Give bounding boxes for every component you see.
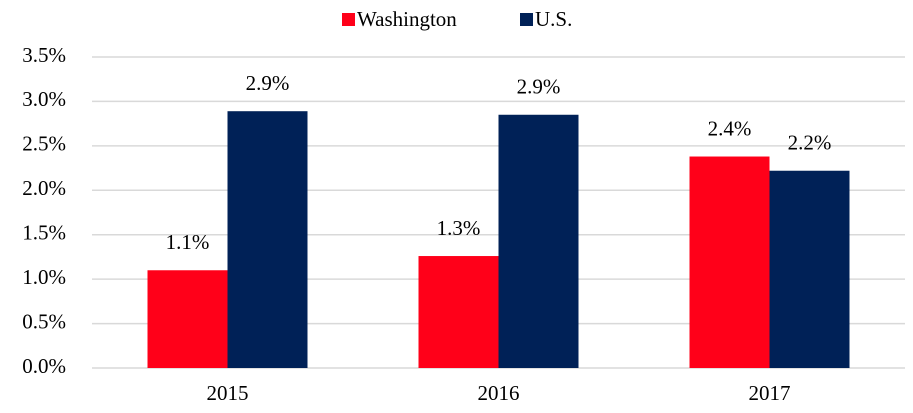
x-tick-label: 2015 xyxy=(207,381,249,405)
data-label: 2.4% xyxy=(708,116,752,140)
legend-label: Washington xyxy=(357,7,457,31)
x-tick-label: 2016 xyxy=(478,381,520,405)
data-label: 2.9% xyxy=(517,75,561,99)
y-tick-label: 2.0% xyxy=(22,176,66,200)
legend-swatch xyxy=(342,13,355,26)
data-label: 1.1% xyxy=(166,230,210,254)
bar xyxy=(498,114,579,368)
bar xyxy=(689,156,770,368)
y-tick-label: 0.5% xyxy=(22,309,66,333)
legend-swatch xyxy=(520,13,533,26)
bar xyxy=(418,256,499,368)
y-tick-label: 1.0% xyxy=(22,265,66,289)
y-tick-label: 2.5% xyxy=(22,132,66,156)
data-label: 2.2% xyxy=(788,131,832,155)
y-tick-label: 1.5% xyxy=(22,221,66,245)
y-tick-label: 3.0% xyxy=(22,87,66,111)
bar xyxy=(769,170,850,368)
bar xyxy=(147,270,228,368)
x-tick-label: 2017 xyxy=(749,381,791,405)
y-tick-label: 0.0% xyxy=(22,354,66,378)
legend-label: U.S. xyxy=(535,7,572,31)
data-label: 2.9% xyxy=(246,71,290,95)
data-label: 1.3% xyxy=(437,216,481,240)
bar xyxy=(227,111,308,369)
y-tick-label: 3.5% xyxy=(22,43,66,67)
